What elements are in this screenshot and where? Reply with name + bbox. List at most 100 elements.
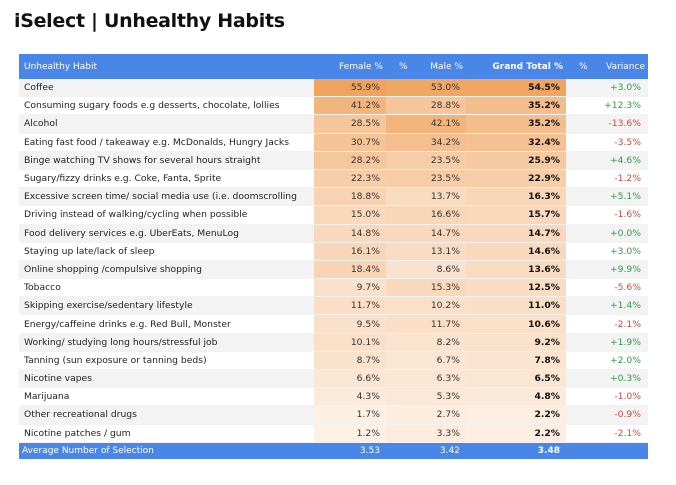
variance-cell: -0.9% bbox=[566, 405, 648, 425]
habit-cell: Tanning (sun exposure or tanning beds) bbox=[19, 351, 314, 371]
table-row: Binge watching TV shows for several hour… bbox=[19, 151, 648, 170]
male-cell: 53.0% bbox=[386, 79, 466, 98]
total-cell: 22.9% bbox=[466, 169, 566, 189]
table-row: Nicotine patches / gum 1.2% 3.3% 2.2% -2.1% bbox=[19, 424, 648, 443]
table-row: Tobacco 9.7% 15.3% 12.5% -5.6% bbox=[19, 278, 648, 298]
male-cell: 6.3% bbox=[386, 369, 466, 389]
average-female: 3.53 bbox=[314, 442, 386, 459]
header-variance[interactable]: % Variance bbox=[566, 54, 648, 79]
male-cell: 3.3% bbox=[386, 424, 466, 443]
habits-table: Unhealthy Habit Female % % Male % Grand … bbox=[19, 54, 648, 459]
variance-cell: +2.0% bbox=[566, 351, 648, 371]
variance-cell: -3.5% bbox=[566, 133, 648, 152]
table-row: Nicotine vapes 6.6% 6.3% 6.5% +0.3% bbox=[19, 369, 648, 389]
average-label: Average Number of Selection bbox=[19, 442, 314, 459]
habit-cell: Online shopping /compulsive shopping bbox=[19, 260, 314, 280]
habit-cell: Coffee bbox=[19, 79, 314, 98]
female-cell: 11.7% bbox=[314, 296, 386, 316]
female-cell: 28.2% bbox=[314, 151, 386, 170]
male-cell: 13.7% bbox=[386, 187, 466, 207]
header-total[interactable]: Grand Total % bbox=[466, 54, 566, 79]
male-cell: 13.1% bbox=[386, 242, 466, 261]
variance-cell: -2.1% bbox=[566, 424, 648, 443]
table-body: Coffee 55.9% 53.0% 54.5% +3.0% Consuming suga… bbox=[19, 79, 648, 443]
table-row: Eating fast food / takeaway e.g. McDonal… bbox=[19, 133, 648, 152]
total-cell: 9.2% bbox=[466, 333, 566, 352]
variance-cell: +3.0% bbox=[566, 79, 648, 98]
variance-cell: +9.9% bbox=[566, 260, 648, 280]
habit-cell: Eating fast food / takeaway e.g. McDonal… bbox=[19, 133, 314, 152]
total-cell: 12.5% bbox=[466, 278, 566, 298]
male-cell: 2.7% bbox=[386, 405, 466, 425]
total-cell: 35.2% bbox=[466, 96, 566, 116]
male-cell: 34.2% bbox=[386, 133, 466, 152]
habit-cell: Driving instead of walking/cycling when … bbox=[19, 205, 314, 225]
male-cell: 6.7% bbox=[386, 351, 466, 371]
header-male-label: Male % bbox=[430, 61, 463, 72]
variance-cell: +0.0% bbox=[566, 224, 648, 243]
variance-cell: +12.3% bbox=[566, 96, 648, 116]
total-cell: 2.2% bbox=[466, 424, 566, 443]
table-row: Coffee 55.9% 53.0% 54.5% +3.0% bbox=[19, 79, 648, 98]
average-variance-empty bbox=[566, 442, 648, 459]
header-habit[interactable]: Unhealthy Habit bbox=[19, 54, 314, 79]
female-cell: 14.8% bbox=[314, 224, 386, 243]
female-cell: 1.2% bbox=[314, 424, 386, 443]
habit-cell: Tobacco bbox=[19, 278, 314, 298]
table-row: Working/ studying long hours/stressful j… bbox=[19, 333, 648, 352]
habit-cell: Other recreational drugs bbox=[19, 405, 314, 425]
table-header-row: Unhealthy Habit Female % % Male % Grand … bbox=[19, 54, 648, 79]
female-cell: 55.9% bbox=[314, 79, 386, 98]
page-title: iSelect | Unhealthy Habits bbox=[14, 10, 285, 32]
variance-cell: +3.0% bbox=[566, 242, 648, 261]
female-cell: 4.3% bbox=[314, 387, 386, 407]
header-male[interactable]: % Male % bbox=[386, 54, 466, 79]
table-row: Food delivery services e.g. UberEats, Me… bbox=[19, 224, 648, 243]
habit-cell: Excessive screen time/ social media use … bbox=[19, 187, 314, 207]
female-cell: 6.6% bbox=[314, 369, 386, 389]
habit-cell: Marijuana bbox=[19, 387, 314, 407]
table-row: Tanning (sun exposure or tanning beds) 8.… bbox=[19, 351, 648, 371]
variance-cell: -1.2% bbox=[566, 169, 648, 189]
variance-cell: -13.6% bbox=[566, 114, 648, 134]
total-cell: 10.6% bbox=[466, 314, 566, 334]
total-cell: 15.7% bbox=[466, 205, 566, 225]
male-cell: 5.3% bbox=[386, 387, 466, 407]
male-cell: 23.5% bbox=[386, 169, 466, 189]
habit-cell: Skipping exercise/sedentary lifestyle bbox=[19, 296, 314, 316]
female-cell: 15.0% bbox=[314, 205, 386, 225]
variance-cell: -1.0% bbox=[566, 387, 648, 407]
total-cell: 7.8% bbox=[466, 351, 566, 371]
female-cell: 9.7% bbox=[314, 278, 386, 298]
female-cell: 28.5% bbox=[314, 114, 386, 134]
header-pct-separator-2: % bbox=[579, 61, 588, 72]
male-cell: 14.7% bbox=[386, 224, 466, 243]
female-cell: 9.5% bbox=[314, 314, 386, 334]
header-variance-label: Variance bbox=[606, 61, 645, 72]
table-row: Excessive screen time/ social media use … bbox=[19, 187, 648, 207]
total-cell: 4.8% bbox=[466, 387, 566, 407]
average-row: Average Number of Selection 3.53 3.42 3.… bbox=[19, 442, 648, 459]
variance-cell: -2.1% bbox=[566, 314, 648, 334]
total-cell: 32.4% bbox=[466, 133, 566, 152]
table-row: Energy/caffeine drinks e.g. Red Bull, Mo… bbox=[19, 314, 648, 334]
table-row: Alcohol 28.5% 42.1% 35.2% -13.6% bbox=[19, 114, 648, 134]
variance-cell: +1.4% bbox=[566, 296, 648, 316]
variance-cell: -1.6% bbox=[566, 205, 648, 225]
male-cell: 16.6% bbox=[386, 205, 466, 225]
male-cell: 28.8% bbox=[386, 96, 466, 116]
variance-cell: -5.6% bbox=[566, 278, 648, 298]
male-cell: 8.2% bbox=[386, 333, 466, 352]
total-cell: 54.5% bbox=[466, 79, 566, 98]
female-cell: 1.7% bbox=[314, 405, 386, 425]
header-female[interactable]: Female % bbox=[314, 54, 386, 79]
habit-cell: Energy/caffeine drinks e.g. Red Bull, Mo… bbox=[19, 314, 314, 334]
total-cell: 6.5% bbox=[466, 369, 566, 389]
table-row: Sugary/fizzy drinks e.g. Coke, Fanta, Sp… bbox=[19, 169, 648, 189]
female-cell: 22.3% bbox=[314, 169, 386, 189]
habit-cell: Consuming sugary foods e.g desserts, cho… bbox=[19, 96, 314, 116]
variance-cell: +0.3% bbox=[566, 369, 648, 389]
female-cell: 18.8% bbox=[314, 187, 386, 207]
habit-cell: Nicotine patches / gum bbox=[19, 424, 314, 443]
female-cell: 16.1% bbox=[314, 242, 386, 261]
